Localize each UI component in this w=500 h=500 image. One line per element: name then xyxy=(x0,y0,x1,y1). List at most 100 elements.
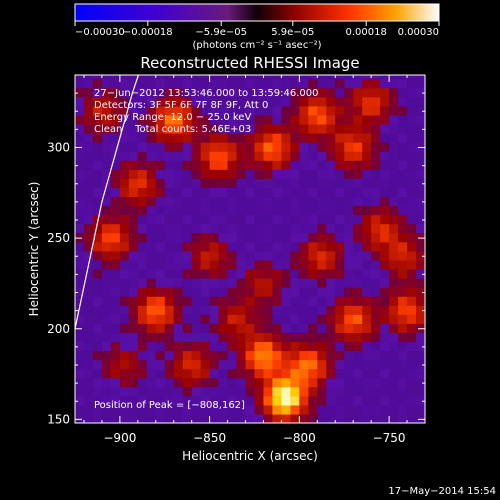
heatmap-cell xyxy=(362,359,372,370)
heatmap-cell xyxy=(416,259,425,270)
heatmap-cell xyxy=(164,75,175,80)
heatmap-cell xyxy=(308,250,318,261)
heatmap-cell xyxy=(416,75,425,80)
heatmap-cell xyxy=(398,395,408,406)
heatmap-cell xyxy=(398,160,408,170)
heatmap-cell xyxy=(353,368,363,379)
heatmap-cell xyxy=(83,350,94,361)
heatmap-cell xyxy=(164,305,175,315)
heatmap-cell xyxy=(92,259,103,270)
heatmap-cell xyxy=(209,114,220,125)
heatmap-cell xyxy=(317,96,327,107)
heatmap-cell xyxy=(101,404,112,415)
heatmap-cell xyxy=(110,133,121,143)
heatmap-cell xyxy=(110,87,121,98)
heatmap-cell xyxy=(236,96,247,107)
heatmap-cell xyxy=(110,350,121,361)
heatmap-cell xyxy=(335,151,345,161)
heatmap-cell xyxy=(398,368,408,379)
heatmap-cell xyxy=(218,296,229,306)
heatmap-cell xyxy=(218,259,229,270)
heatmap-cell xyxy=(290,250,300,261)
heatmap-cell xyxy=(362,368,372,379)
heatmap-cell xyxy=(317,187,327,198)
heatmap-cell xyxy=(254,223,265,234)
heatmap-cell xyxy=(164,96,175,107)
heatmap-cell xyxy=(344,169,354,179)
heatmap-cell xyxy=(173,169,184,179)
heatmap-cell xyxy=(380,250,390,261)
heatmap-cell xyxy=(83,133,94,143)
heatmap-cell xyxy=(299,341,309,352)
heatmap-cell xyxy=(317,377,327,388)
heatmap-cell xyxy=(263,413,274,423)
heatmap-cell xyxy=(344,386,354,397)
heatmap-cell xyxy=(209,105,220,116)
heatmap-cell xyxy=(83,305,94,315)
heatmap-cell xyxy=(236,123,247,134)
heatmap-cell xyxy=(254,404,265,415)
heatmap-cell xyxy=(155,359,166,370)
heatmap-cell xyxy=(182,341,193,352)
heatmap-cell xyxy=(83,323,94,333)
heatmap-cell xyxy=(380,87,390,98)
heatmap-cell xyxy=(317,413,327,423)
heatmap-cell xyxy=(389,169,399,179)
heatmap-cell xyxy=(398,223,408,234)
heatmap-cell xyxy=(200,241,211,252)
heatmap-cell xyxy=(299,142,309,152)
heatmap-cell xyxy=(398,114,408,125)
heatmap-cell xyxy=(245,160,256,170)
heatmap-cell xyxy=(146,75,157,80)
heatmap-cell xyxy=(344,332,354,343)
heatmap-cell xyxy=(380,232,390,243)
heatmap-cell xyxy=(191,187,202,198)
heatmap-cell xyxy=(380,305,390,315)
heatmap-cell xyxy=(173,96,184,107)
heatmap-cell xyxy=(380,114,390,125)
heatmap-cell xyxy=(407,368,417,379)
heatmap-cell xyxy=(371,142,381,152)
heatmap-cell xyxy=(137,350,148,361)
heatmap-cell xyxy=(128,259,139,270)
heatmap-cell xyxy=(209,314,220,324)
heatmap-cell xyxy=(389,105,399,116)
heatmap-cell xyxy=(398,87,408,98)
heatmap-cell xyxy=(308,96,318,107)
heatmap-cell xyxy=(326,96,336,107)
heatmap-cell xyxy=(146,287,157,297)
heatmap-cell xyxy=(83,296,94,306)
heatmap-cell xyxy=(128,323,139,333)
heatmap-cell xyxy=(191,96,202,107)
heatmap-cell xyxy=(101,259,112,270)
heatmap-cell xyxy=(218,133,229,143)
heatmap-cell xyxy=(317,368,327,379)
heatmap-cell xyxy=(101,114,112,125)
heatmap-cell xyxy=(119,332,130,343)
heatmap-cell xyxy=(254,75,265,80)
heatmap-cell xyxy=(389,305,399,315)
heatmap-cell xyxy=(173,114,184,125)
heatmap-cell xyxy=(326,114,336,125)
heatmap-cell xyxy=(182,96,193,107)
heatmap-cell xyxy=(353,413,363,423)
heatmap-cell xyxy=(110,232,121,243)
heatmap-cell xyxy=(416,96,425,107)
heatmap-cell xyxy=(263,268,274,279)
heatmap-cell xyxy=(101,250,112,261)
heatmap-cell xyxy=(101,87,112,98)
heatmap-cell xyxy=(335,323,345,333)
heatmap-cell xyxy=(254,350,265,361)
heatmap-cell xyxy=(398,332,408,343)
colorbar-unit-label: (photons cm⁻² s⁻¹ asec⁻²) xyxy=(192,40,321,51)
heatmap-cell xyxy=(146,278,157,288)
heatmap-cell xyxy=(119,395,130,406)
heatmap-cell xyxy=(272,160,283,170)
heatmap-cell xyxy=(92,178,103,188)
heatmap-cell xyxy=(83,250,94,261)
heatmap-cell xyxy=(344,142,354,152)
heatmap-cell xyxy=(308,305,318,315)
heatmap-cell xyxy=(164,350,175,361)
heatmap-cell xyxy=(101,323,112,333)
heatmap-cell xyxy=(75,377,85,388)
